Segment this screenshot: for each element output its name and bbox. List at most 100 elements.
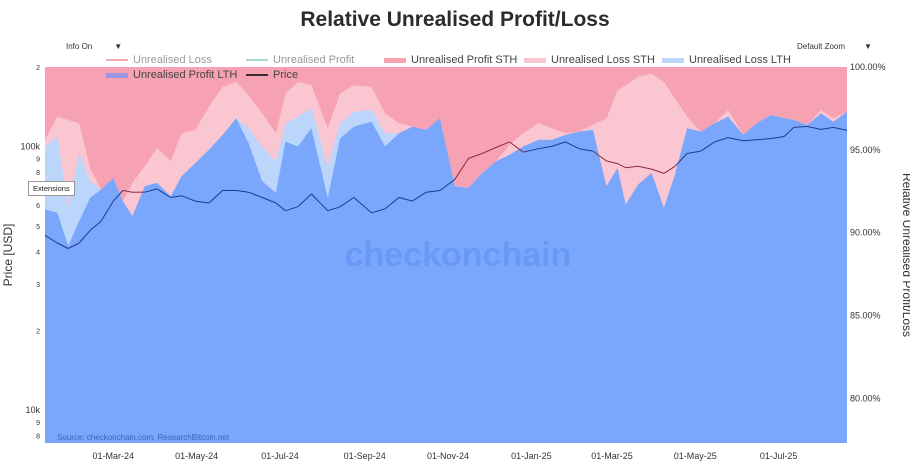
y-left-axis-title: Price [USD] [1,224,15,287]
chart-title: Relative Unrealised Profit/Loss [300,8,610,31]
price-line-segment [297,193,312,208]
price-line-segment [44,234,58,244]
price-line-segment [353,197,372,214]
price-line-segment [454,158,469,180]
price-line-segment [551,141,566,147]
price-line-segment [523,148,539,153]
info-toggle-label: Info On [66,42,93,51]
price-line-segment [617,163,626,169]
price-line-segment [248,191,263,198]
legend-item-unrealised-loss-lth[interactable]: Unrealised Loss LTH [662,54,791,66]
y-left-tick-label: 10k [25,405,40,415]
y-left-tick-label: 6 [36,203,40,210]
y-right-axis-title: Relative Unrealised Profit/Loss [900,173,910,337]
price-line-segment [195,200,210,204]
chevron-down-icon: ▼ [864,42,872,51]
price-line-segment [100,200,114,222]
price-line-segment [412,191,427,202]
price-line-segment [170,195,182,198]
price-line-segment [262,197,277,204]
y-right-tick-label: 90.00% [850,228,881,238]
legend-swatch [246,74,268,76]
y-right-tick-label: 85.00% [850,311,881,321]
legend-label: Unrealised Profit LTH [133,69,238,81]
price-line-segment [538,145,552,150]
legend-item-unrealised-profit[interactable]: Unrealised Profit [246,54,354,66]
x-axis-ticks: 01-Mar-24 01-May-24 01-Jul-24 01-Sep-24 01-N… [93,451,798,461]
price-line-segment [285,206,298,212]
price-line-segment [426,190,440,193]
legend-label: Unrealised Profit STH [411,54,518,66]
price-line-segment [181,195,196,202]
legend-item-unrealised-loss[interactable]: Unrealised Loss [106,54,212,66]
legend-swatch [662,57,684,63]
chevron-down-icon: ▼ [114,42,123,51]
price-line-segment [820,126,834,130]
price-line-segment [833,126,848,131]
price-line-segment [156,188,171,198]
y-left-tick-label: 3 [36,282,40,289]
y-right-tick-label: 95.00% [850,145,881,155]
legend-swatch [384,57,406,63]
y-left-tick-label: 100k [20,141,40,151]
price-line-segment [78,230,91,244]
watermark: checkonchain [345,236,572,274]
legend-label: Unrealised Loss LTH [689,54,791,66]
x-tick-label: 01-Jul-25 [760,451,798,461]
price-line-segment [144,188,158,193]
price-line-segment [275,202,286,212]
y-left-tick-label: 9 [36,156,40,163]
price-line-segment [398,197,413,202]
price-line-segment [625,165,639,169]
price-line-segment [783,127,795,137]
extensions-button[interactable]: Extensions [28,181,75,196]
info-toggle[interactable]: Info On ▼ [66,42,122,51]
area-layers [45,67,847,444]
legend-item-price[interactable]: Price [246,69,298,81]
x-tick-label: 01-Mar-24 [93,451,135,461]
price-line-segment [807,126,822,130]
price-line-segment [208,190,223,204]
zoom-select-label: Default Zoom [797,42,846,51]
y-left-tick-label: 2 [36,329,40,336]
price-line-segment [756,138,771,141]
price-line-segment [89,220,102,231]
price-line-segment [714,137,729,143]
price-line-segment [565,141,580,150]
price-line-segment [579,148,593,152]
legend-item-unrealised-profit-lth[interactable]: Unrealised Profit LTH [106,69,237,81]
x-tick-label: 01-Mar-25 [591,451,633,461]
price-line-segment [495,141,510,148]
price-line-segment [122,190,133,193]
price-line-segment [770,136,785,140]
y-left-tick-label: 8 [36,434,40,441]
y-left-axis-ticks: 2 100k 9 8 6 5 4 3 2 10k 9 8 [20,65,40,441]
price-line-segment [674,153,688,167]
x-tick-label: 01-Jan-25 [511,451,552,461]
y-left-tick-label: 4 [36,249,40,256]
y-left-tick-label: 5 [36,224,40,231]
price-line-segment [57,242,69,249]
price-line-segment [327,206,341,212]
legend-item-unrealised-loss-sth[interactable]: Unrealised Loss STH [524,54,655,66]
zoom-select[interactable]: Default Zoom ▼ [797,42,872,51]
x-tick-label: 01-Sep-24 [344,451,386,461]
price-line-segment [236,190,249,193]
x-tick-label: 01-Nov-24 [427,451,469,461]
price-line-segment [371,208,386,214]
x-tick-label: 01-Jul-24 [261,451,299,461]
y-left-tick-label: 9 [36,420,40,427]
price-line-group [44,126,848,249]
price-line-segment [311,193,329,212]
legend-label: Price [273,69,299,81]
y-right-tick-label: 80.00% [850,393,881,403]
legend-item-unrealised-profit-sth[interactable]: Unrealised Profit STH [384,54,517,66]
y-left-tick-label: 8 [36,170,40,177]
price-line-segment [743,139,757,142]
legend-swatch [524,57,546,63]
price-line-segment [727,137,744,142]
legend-swatch [246,59,268,61]
price-line-segment [339,197,355,208]
y-right-tick-label: 100.00% [850,62,886,72]
